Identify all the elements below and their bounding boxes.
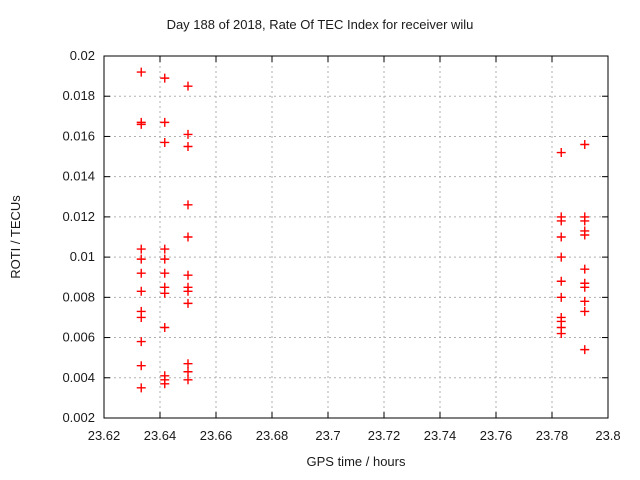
data-point-marker — [136, 312, 146, 322]
data-point-marker — [160, 379, 170, 389]
x-tick-label: 23.74 — [424, 428, 457, 443]
data-point-marker — [183, 359, 193, 369]
data-point-marker — [183, 232, 193, 242]
data-point-marker — [160, 117, 170, 127]
data-point-marker — [556, 276, 566, 286]
data-point-marker — [160, 73, 170, 83]
y-tick-label: 0.004 — [62, 370, 95, 385]
y-tick-label: 0.01 — [70, 249, 95, 264]
data-point-marker — [580, 230, 590, 240]
data-point-marker — [136, 286, 146, 296]
y-tick-label: 0.002 — [62, 410, 95, 425]
x-tick-label: 23.68 — [256, 428, 289, 443]
data-point-marker — [136, 254, 146, 264]
data-point-marker — [580, 216, 590, 226]
data-point-marker — [160, 254, 170, 264]
plot-border — [103, 55, 609, 419]
data-point-marker — [136, 119, 146, 129]
data-point-marker — [556, 252, 566, 262]
x-tick-label: 23.66 — [200, 428, 233, 443]
data-point-marker — [183, 270, 193, 280]
data-point-marker — [556, 329, 566, 339]
data-point-marker — [556, 216, 566, 226]
data-point-marker — [183, 375, 193, 385]
chart-title: Day 188 of 2018, Rate Of TEC Index for r… — [166, 17, 474, 32]
x-tick-label: 23.7 — [315, 428, 340, 443]
data-point-marker — [136, 337, 146, 347]
x-axis-label: GPS time / hours — [306, 454, 406, 469]
data-point-marker — [183, 286, 193, 296]
data-point-marker — [160, 137, 170, 147]
data-point-marker — [183, 142, 193, 151]
x-tick-label: 23.72 — [368, 428, 401, 443]
data-point-marker — [160, 268, 170, 278]
data-point-marker — [136, 268, 146, 278]
data-point-marker — [136, 383, 146, 393]
x-tick-label: 23.62 — [88, 428, 121, 443]
data-point-marker — [556, 292, 566, 302]
data-point-marker — [580, 264, 590, 274]
x-tick-label: 23.78 — [536, 428, 569, 443]
data-point-marker — [160, 323, 170, 332]
x-tick-label: 23.76 — [480, 428, 513, 443]
data-point-marker — [580, 306, 590, 316]
data-point-marker — [580, 139, 590, 149]
data-point-marker — [136, 244, 146, 254]
data-point-marker — [556, 148, 566, 158]
data-point-marker — [160, 288, 170, 298]
y-tick-label: 0.018 — [62, 88, 95, 103]
data-point-marker — [556, 232, 566, 242]
data-point-marker — [580, 296, 590, 306]
y-tick-label: 0.008 — [62, 289, 95, 304]
data-point-marker — [580, 282, 590, 292]
data-point-marker — [136, 67, 146, 77]
data-point-marker — [136, 361, 146, 371]
y-tick-label: 0.02 — [70, 48, 95, 63]
x-tick-label: 23.8 — [595, 428, 620, 443]
data-point-marker — [580, 345, 590, 355]
y-tick-label: 0.012 — [62, 209, 95, 224]
data-point-marker — [183, 200, 193, 210]
y-tick-label: 0.006 — [62, 330, 95, 345]
y-tick-label: 0.016 — [62, 128, 95, 143]
x-tick-label: 23.64 — [144, 428, 177, 443]
data-point-marker — [160, 244, 170, 254]
data-point-marker — [183, 129, 193, 139]
data-point-marker — [183, 367, 193, 377]
data-point-marker — [183, 298, 193, 308]
y-tick-label: 0.014 — [62, 169, 95, 184]
data-point-marker — [183, 81, 193, 91]
